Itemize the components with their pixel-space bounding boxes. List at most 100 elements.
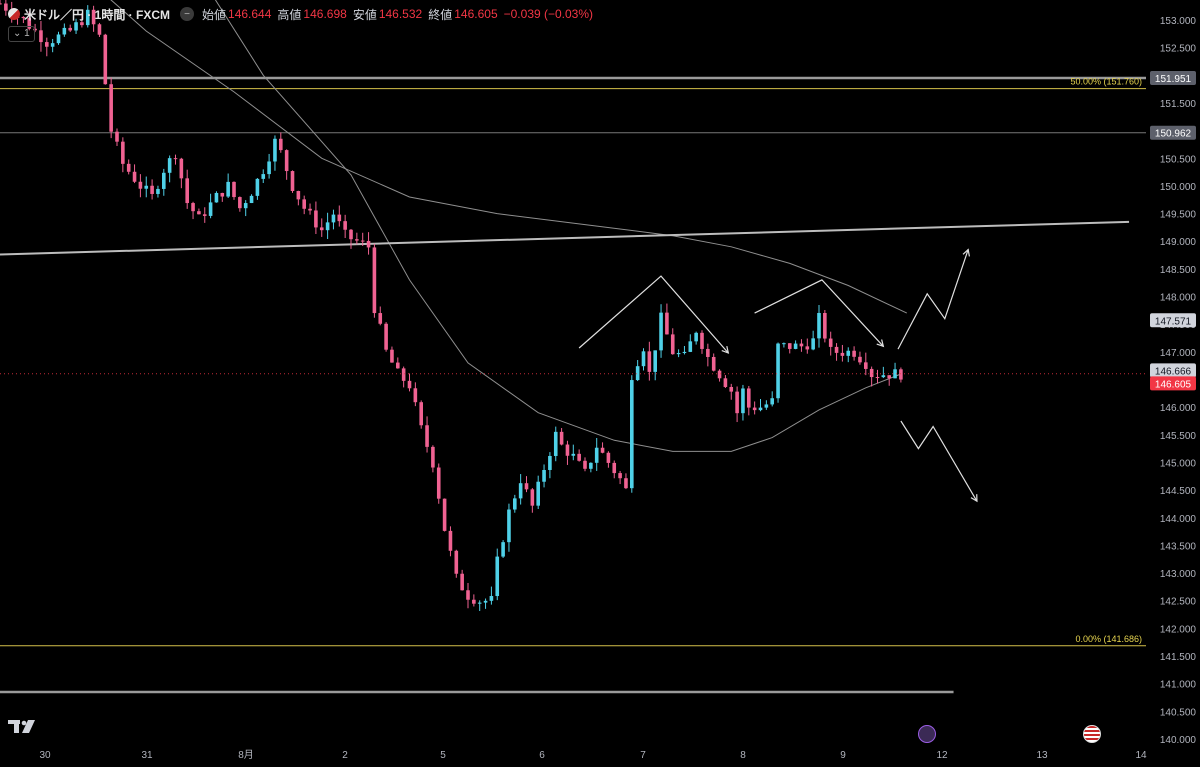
candle-body (764, 404, 769, 408)
candle-body (319, 227, 324, 231)
candle-body (553, 431, 558, 456)
candle-body (770, 398, 774, 405)
y-tick-label: 142.500 (1160, 597, 1197, 608)
candle-body (559, 431, 564, 445)
x-tick-label: 5 (440, 750, 446, 761)
y-tick-label: 148.500 (1160, 265, 1197, 276)
candle-body (530, 489, 535, 506)
candle-body (542, 469, 546, 482)
x-tick-label: 7 (640, 750, 646, 761)
annotation-arrow (754, 279, 884, 347)
fib-levels: 50.00% (151.760) 0.00% (141.686) (0, 77, 1146, 647)
candle-body (787, 343, 792, 349)
candle-body (302, 199, 306, 209)
candle-body (39, 30, 43, 43)
price-label-box (1150, 313, 1196, 328)
candle-body (4, 3, 8, 11)
candle-body (173, 158, 178, 160)
candle-body (565, 444, 570, 456)
candle-body (284, 150, 289, 172)
high-label: 高値 (277, 7, 302, 22)
candle-body (355, 239, 359, 241)
candle-body (91, 9, 96, 25)
candle-body (811, 338, 815, 350)
candle-body (431, 446, 435, 468)
y-tick-label: 140.000 (1160, 735, 1197, 746)
candle-body (676, 353, 681, 355)
y-tick-label: 141.000 (1160, 680, 1197, 691)
candle-body (448, 530, 453, 551)
candle-body (238, 197, 242, 209)
x-tick-label: 8月 (238, 749, 254, 761)
symbol-title[interactable]: 米ドル／円 · 1時間 · FXCM (24, 7, 170, 22)
y-tick-label: 140.500 (1160, 707, 1197, 718)
tradingview-logo-icon (8, 720, 35, 733)
candle-body (279, 138, 283, 151)
indicator-toggle[interactable]: ⌄ 1 (8, 26, 35, 42)
currency-flag-icon (8, 8, 20, 20)
annotation-arrow (900, 420, 978, 502)
candle-body (85, 9, 90, 26)
candle-body (858, 356, 862, 363)
candle-body (869, 368, 874, 378)
candle-body (606, 452, 611, 463)
x-tick-label: 14 (1135, 750, 1147, 761)
market-status-icon[interactable]: − (180, 7, 194, 21)
candle-body (331, 214, 336, 223)
candle-body (612, 462, 617, 474)
chevron-down-icon: ⌄ (13, 28, 22, 39)
y-tick-label: 145.500 (1160, 431, 1197, 442)
y-tick-label: 151.500 (1160, 99, 1197, 110)
x-tick-label: 6 (539, 750, 545, 761)
candle-body (208, 202, 213, 216)
candle-body (852, 350, 856, 357)
fib-label: 0.00% (141.686) (1075, 634, 1142, 644)
candle-body (518, 483, 523, 499)
candle-body (349, 229, 353, 240)
candle-body (62, 27, 67, 35)
candle-body (121, 141, 125, 164)
candle-body (249, 195, 254, 204)
y-tick-label: 153.000 (1160, 16, 1197, 27)
candle-body (185, 178, 189, 204)
candle-body (138, 181, 143, 189)
candle-body (267, 161, 271, 175)
candle-body (489, 596, 494, 601)
candle-body (706, 348, 710, 357)
candle-body (741, 388, 745, 414)
lightning-event-icon[interactable] (918, 725, 936, 743)
candle-body (378, 313, 383, 324)
price-label: 150.962 (1155, 129, 1192, 140)
candle-body (460, 573, 464, 591)
x-tick-label: 8 (740, 750, 746, 761)
y-tick-label: 149.500 (1160, 210, 1197, 221)
candle-body (74, 22, 78, 31)
candle-body (630, 380, 634, 489)
arrow-head (876, 339, 885, 348)
candle-body (103, 34, 108, 85)
candle-body (507, 509, 511, 543)
candle-body (261, 174, 266, 179)
price-label-box (1150, 376, 1196, 391)
trend-line (0, 220, 1130, 256)
candle-body (747, 388, 751, 408)
candle-body (343, 221, 347, 230)
annotation-arrow (578, 275, 729, 354)
candle-body (659, 312, 663, 351)
candle-body (501, 542, 505, 557)
price-label-box (1150, 71, 1196, 86)
us-flag-event-icon[interactable] (1083, 725, 1101, 743)
chart-header: 米ドル／円 · 1時間 · FXCM − 始値 146.644 高値 146.6… (8, 5, 599, 23)
x-tick-label: 2 (342, 750, 348, 761)
candle-body (846, 350, 851, 356)
candle-body (536, 481, 540, 506)
candle-body (390, 349, 394, 363)
candle-body (875, 377, 880, 379)
candle-body (817, 312, 821, 339)
fib-label: 50.00% (151.760) (1070, 77, 1142, 87)
candle-body (296, 190, 301, 200)
candle-body (899, 369, 903, 380)
moving-average-line (214, 0, 902, 452)
candle-body (864, 362, 868, 369)
